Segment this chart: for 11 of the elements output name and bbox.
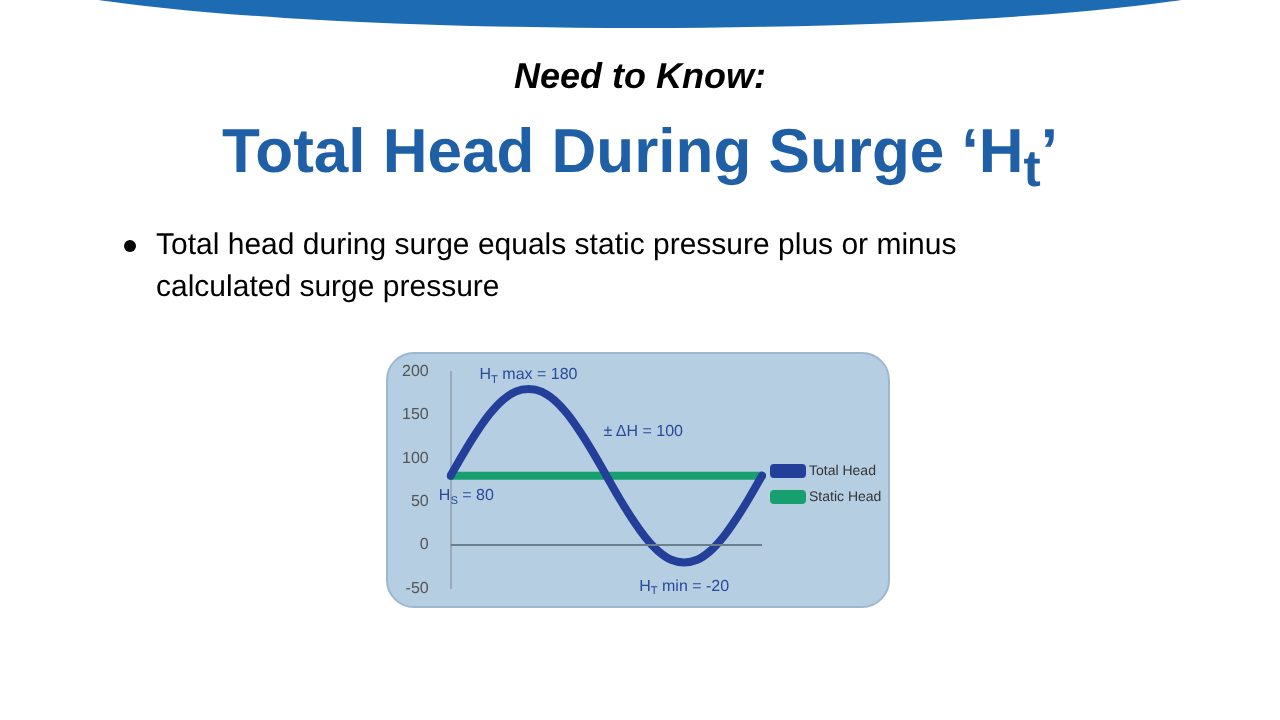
y-tick-label: 100 [401, 448, 430, 467]
line-series [446, 384, 766, 567]
text: Total head during surge equals static pressure plus or minus calculated surge pressure [156, 226, 959, 308]
y-tick-label: -50 [405, 578, 430, 597]
chart-title: Total Head During Surge ‘H$_{t}$’ [220, 116, 1060, 201]
chart-subtitle: Need to Know: [512, 56, 768, 98]
y-tick-label: 200 [401, 362, 430, 381]
annotation: ± ΔH = 100 [603, 422, 685, 441]
y-tick-label: 150 [401, 405, 430, 424]
y-tick-label: 0 [419, 535, 430, 554]
y-tick-label: 50 [410, 492, 430, 511]
